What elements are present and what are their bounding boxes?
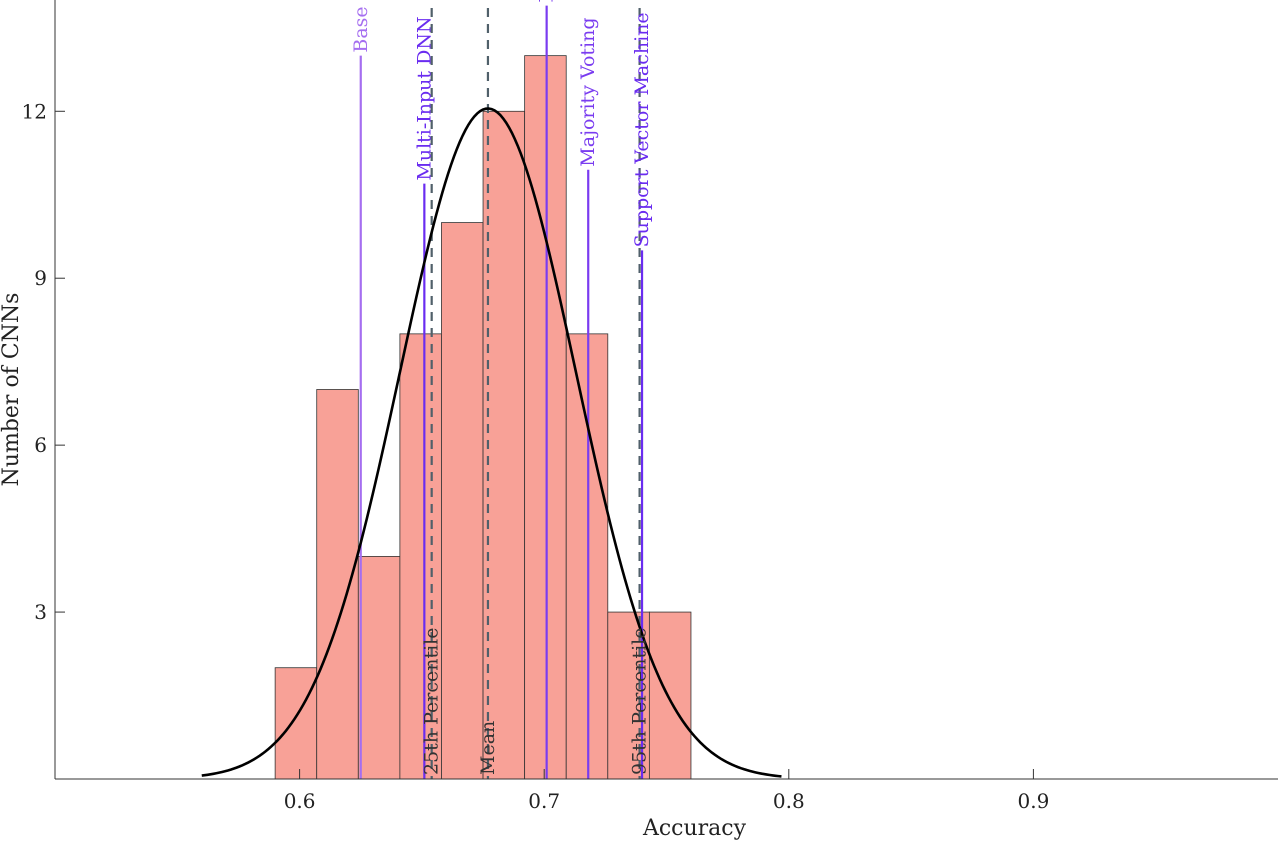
reference-label-3: Majority Voting [577, 17, 599, 166]
statistic-label-1: Mean [477, 721, 499, 775]
histogram-bar-4 [441, 222, 484, 780]
axis-ticks: 0.6 0.7 0.8 0.9 3 6 9 12 [22, 99, 1050, 813]
histogram-bar-3 [399, 333, 442, 780]
axes [54, 0, 1278, 780]
x-tick-label-3: 0.9 [1017, 789, 1049, 813]
x-tick-label-0: 0.6 [284, 789, 316, 813]
reference-label-2: Decision Tree [536, 0, 558, 3]
histogram-bar-7 [565, 333, 609, 780]
y-tick-label-2: 9 [34, 266, 47, 290]
statistic-label-0: 25th Percentile [421, 627, 443, 775]
x-tick-label-1: 0.7 [528, 789, 560, 813]
reference-lines [359, 5, 644, 779]
y-axis-title: Number of CNNs [0, 293, 24, 487]
y-tick-label-1: 6 [34, 433, 47, 457]
y-tick-label-3: 12 [22, 99, 47, 123]
histogram-bars [274, 55, 692, 780]
x-tick-label-2: 0.8 [773, 789, 805, 813]
reference-label-0: Base Network [350, 0, 372, 53]
histogram-bar-5 [482, 110, 526, 780]
reference-label-1: Multi-Input DNN [413, 16, 435, 180]
y-tick-label-0: 3 [34, 600, 47, 624]
statistic-label-2: 95th Percentile [629, 627, 651, 775]
reference-label-4: Support Vector Machine [631, 12, 653, 247]
line-labels: 25th Percentile Mean 95th Percentile Base N… [350, 0, 653, 775]
histogram-bar-9 [648, 611, 692, 780]
histogram-bar-0 [274, 667, 318, 780]
statistic-lines [430, 8, 641, 779]
histogram-bar-2 [357, 556, 401, 780]
normal-fit-curve [201, 107, 782, 778]
histogram-bar-1 [316, 389, 359, 780]
x-axis-title: Accuracy [642, 816, 747, 841]
histogram-bar-6 [524, 55, 567, 780]
